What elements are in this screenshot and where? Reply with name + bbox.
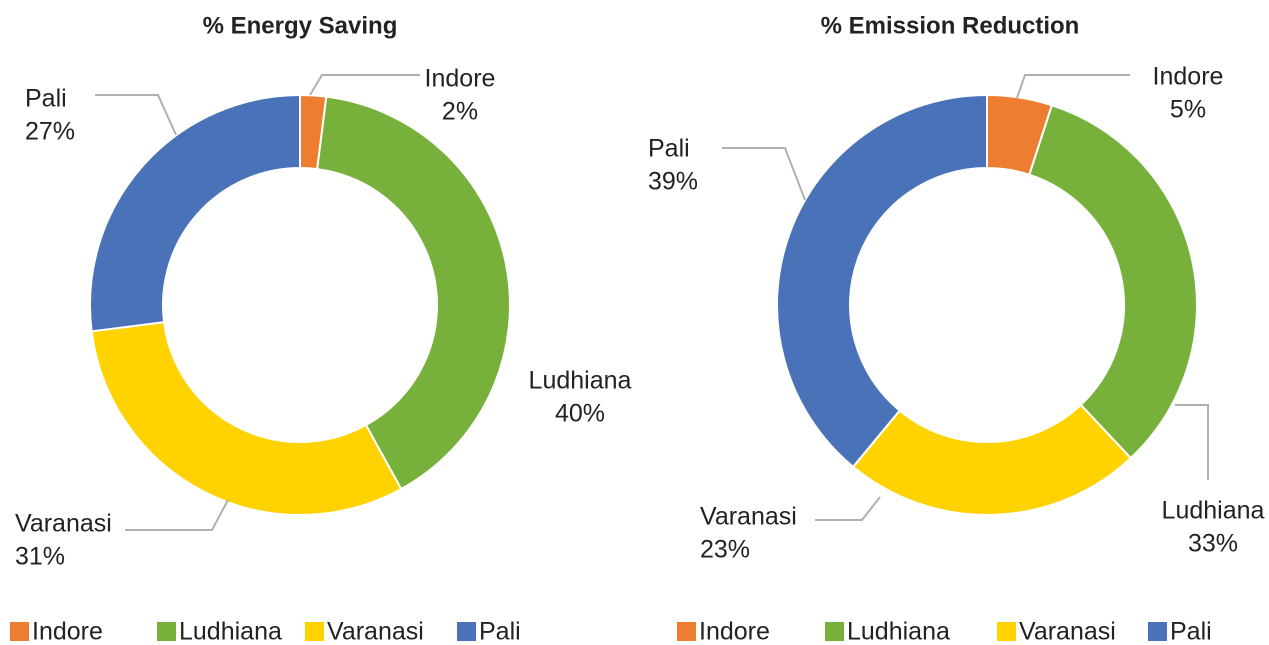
data-label-value: 33% [1188,530,1238,558]
leader-line [95,94,177,136]
legend-label: Indore [32,618,103,645]
data-label-value: 2% [442,98,478,126]
donut-slice [90,321,403,516]
legend-swatch [1148,622,1167,641]
donut-slice [1028,104,1198,460]
legend-label: Varanasi [1019,618,1116,645]
data-label-category: Pali [25,85,67,113]
donut-slice [851,403,1133,516]
data-label-category: Indore [1153,63,1224,91]
legend-label: Pali [1170,618,1212,645]
data-label-category: Varanasi [15,510,112,538]
legend-label: Pali [479,618,521,645]
legend-label: Ludhiana [847,618,950,645]
donut-slice [776,93,988,469]
legend-swatch [157,622,176,641]
data-label-value: 27% [25,118,75,146]
data-label-value: 23% [700,536,750,564]
leader-line [125,499,229,531]
legend-swatch [677,622,696,641]
legend-swatch [305,622,324,641]
data-label-value: 5% [1170,96,1206,124]
data-label-category: Varanasi [700,503,797,531]
chart-title: % Emission Reduction [821,12,1080,39]
data-label-category: Ludhiana [1162,497,1265,525]
legend-label: Indore [699,618,770,645]
data-label-value: 31% [15,543,65,571]
leader-line [1016,74,1130,99]
data-label-category: Indore [425,65,496,93]
chart-title: % Energy Saving [203,12,398,39]
leader-line [815,496,881,521]
legend-swatch [997,622,1016,641]
data-label-value: 40% [555,400,605,428]
data-label-category: Ludhiana [529,367,632,395]
donut-slice [89,93,301,333]
legend-label: Varanasi [327,618,424,645]
data-label-category: Pali [648,135,690,163]
legend-swatch [457,622,476,641]
leader-line [309,74,420,96]
leader-line [1175,404,1209,480]
legend-swatch [825,622,844,641]
legend-swatch [10,622,29,641]
legend-label: Ludhiana [179,618,282,645]
leader-line [722,147,806,201]
data-label-value: 39% [648,168,698,196]
donut-slice [316,95,511,491]
